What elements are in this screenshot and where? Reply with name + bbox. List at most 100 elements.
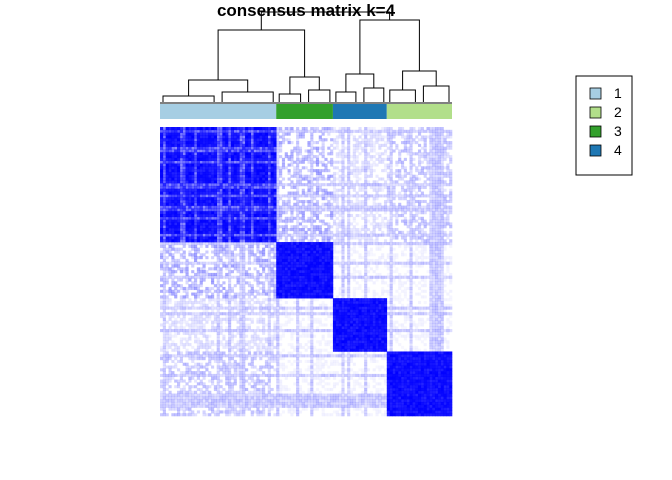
heatmap-cell [383, 180, 388, 184]
heatmap-cell [434, 228, 439, 232]
heatmap-cell [324, 169, 328, 173]
heatmap-cell [298, 183, 303, 187]
heatmap-cell [213, 272, 217, 277]
heatmap-cell [205, 143, 209, 147]
heatmap-cell [332, 185, 337, 190]
heatmap-cell [395, 132, 399, 136]
heatmap-cell [162, 213, 166, 218]
heatmap-cell [398, 129, 402, 133]
heatmap-cell [211, 163, 215, 167]
heatmap-cell [194, 157, 198, 161]
heatmap-cell [361, 244, 365, 248]
heatmap-cell [259, 250, 263, 254]
heatmap-cell [179, 222, 183, 226]
heatmap-cell [174, 270, 178, 274]
heatmap-cell [386, 127, 390, 131]
heatmap-cell [301, 239, 305, 243]
heatmap-cell [298, 292, 303, 296]
heatmap-cell [165, 211, 169, 215]
heatmap-cell [358, 298, 362, 302]
heatmap-cell [313, 250, 317, 254]
heatmap-cell [432, 222, 436, 226]
heatmap-cell [222, 230, 226, 234]
heatmap-cell [395, 216, 399, 220]
heatmap-cell [434, 295, 439, 299]
heatmap-cell [222, 149, 226, 153]
heatmap-cell [196, 197, 200, 201]
heatmap-cell [188, 236, 192, 240]
heatmap-cell [341, 155, 345, 159]
heatmap-cell [165, 132, 169, 136]
heatmap-cell [321, 129, 325, 133]
heatmap-cell [245, 180, 249, 184]
heatmap-cell [444, 290, 447, 293]
heatmap-cell [281, 160, 286, 164]
heatmap-cell [361, 208, 365, 212]
heatmap-cell [315, 292, 320, 296]
heatmap-cell [191, 236, 195, 240]
heatmap-cell [434, 216, 439, 220]
heatmap-cell [440, 225, 444, 229]
heatmap-cell [375, 141, 379, 145]
heatmap-cell [315, 160, 320, 164]
heatmap-cell [440, 163, 444, 167]
heatmap-cell [398, 155, 402, 159]
heatmap-cell [301, 272, 305, 277]
heatmap-cell [262, 188, 266, 192]
heatmap-cell [347, 275, 351, 279]
heatmap-cell [344, 298, 348, 302]
heatmap-cell [211, 275, 215, 279]
heatmap-cell [211, 211, 215, 215]
heatmap-cell [273, 230, 277, 234]
heatmap-cell [202, 289, 206, 293]
heatmap-cell [347, 281, 351, 285]
heatmap-cell [245, 275, 249, 279]
heatmap-cell [259, 138, 263, 142]
heatmap-cell [449, 295, 452, 298]
heatmap-cell [160, 199, 164, 204]
heatmap-cell [313, 261, 317, 265]
heatmap-cell [253, 275, 257, 279]
heatmap-cell [287, 208, 291, 212]
heatmap-cell [315, 199, 320, 204]
heatmap-cell [230, 202, 234, 206]
heatmap-cell [381, 275, 385, 279]
heatmap-cell [386, 188, 390, 192]
heatmap-cell [236, 278, 240, 282]
heatmap-cell [162, 222, 166, 226]
heatmap-cell [253, 149, 257, 153]
heatmap-cell [160, 202, 164, 206]
heatmap-cell [245, 177, 249, 181]
heatmap-cell [199, 188, 203, 192]
heatmap-cell [369, 174, 373, 178]
heatmap-cell [290, 149, 294, 153]
heatmap-cell [216, 127, 220, 131]
heatmap-cell [236, 199, 240, 204]
heatmap-cell [341, 244, 345, 248]
heatmap-cell [358, 245, 361, 248]
heatmap-cell [208, 146, 212, 150]
heatmap-cell [242, 284, 246, 288]
heatmap-cell [230, 191, 234, 195]
heatmap-cell [239, 278, 243, 282]
heatmap-cell [171, 202, 175, 206]
heatmap-cell [225, 295, 229, 299]
heatmap-cell [225, 272, 229, 277]
heatmap-cell [194, 216, 198, 220]
heatmap-cell [219, 216, 223, 220]
heatmap-cell [165, 213, 169, 218]
heatmap-cell [389, 267, 393, 271]
heatmap-cell [236, 261, 240, 265]
heatmap-cell [168, 230, 172, 234]
heatmap-cell [233, 219, 237, 223]
heatmap-cell [347, 216, 351, 220]
heatmap-cell [284, 166, 288, 170]
heatmap-cell [375, 264, 379, 268]
heatmap-cell [386, 289, 390, 293]
heatmap-cell [347, 191, 351, 195]
heatmap-cell [318, 264, 322, 268]
heatmap-cell [171, 275, 175, 279]
heatmap-cell [205, 225, 209, 229]
heatmap-cell [406, 194, 410, 198]
heatmap-cell [429, 132, 433, 136]
